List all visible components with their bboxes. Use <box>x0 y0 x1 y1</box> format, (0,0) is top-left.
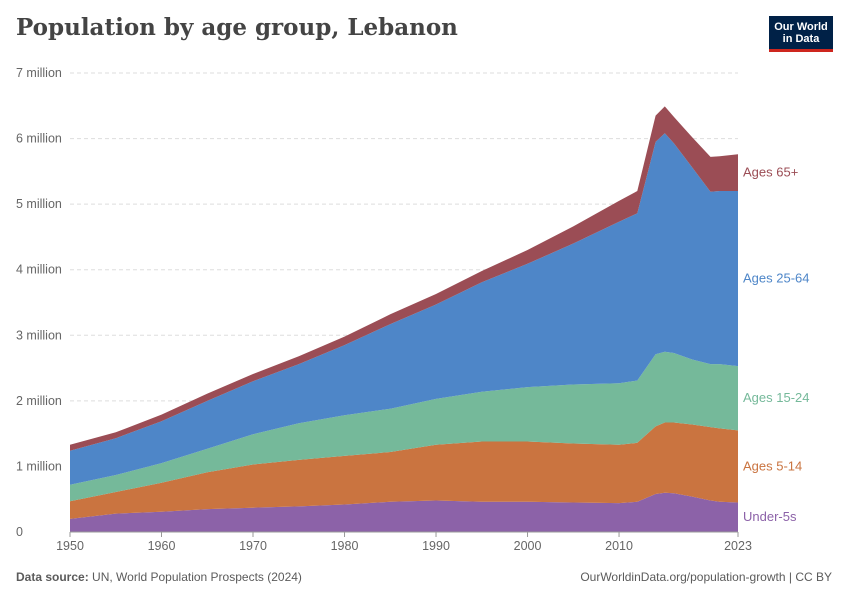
y-tick-label: 4 million <box>16 263 62 277</box>
series-label: Ages 25-64 <box>743 271 810 286</box>
area-under-5s <box>70 492 738 532</box>
x-tick-label: 1960 <box>148 539 176 553</box>
logo-line-1: Our World <box>774 21 828 33</box>
x-tick-label: 2023 <box>724 539 752 553</box>
x-tick-label: 1980 <box>331 539 359 553</box>
x-tick-label: 1950 <box>56 539 84 553</box>
x-tick-label: 1970 <box>239 539 267 553</box>
series-label: Ages 65+ <box>743 165 798 180</box>
y-tick-label: 1 million <box>16 459 62 473</box>
data-source-text: UN, World Population Prospects (2024) <box>92 570 302 584</box>
x-tick-label: 2000 <box>514 539 542 553</box>
y-tick-label: 5 million <box>16 197 62 211</box>
y-tick-label: 6 million <box>16 132 62 146</box>
y-tick-label: 3 million <box>16 328 62 342</box>
x-tick-label: 2010 <box>605 539 633 553</box>
logo-line-2: in Data <box>782 33 820 45</box>
stacked-area-chart: 0 1 million 2 million 3 million 4 million 5 m… <box>16 66 810 553</box>
attribution-link[interactable]: OurWorldinData.org/population-growth | C… <box>580 570 832 584</box>
chart-title: Population by age group, Lebanon <box>16 14 458 41</box>
data-source-label: Data source: <box>16 570 89 584</box>
area-layer <box>70 106 738 532</box>
y-tick-label: 0 <box>16 525 23 539</box>
owid-logo[interactable]: Our World in Data <box>769 16 833 52</box>
series-label: Under-5s <box>743 509 797 524</box>
x-tick-label: 1990 <box>422 539 450 553</box>
series-label: Ages 15-24 <box>743 390 810 405</box>
data-source: Data source: UN, World Population Prospe… <box>16 570 302 584</box>
area-ages-25-64 <box>70 133 738 485</box>
y-tick-label: 7 million <box>16 66 62 80</box>
y-tick-label: 2 million <box>16 394 62 408</box>
axis-layer: 0 1 million 2 million 3 million 4 million 5 m… <box>16 66 752 553</box>
area-ages-5-14 <box>70 422 738 519</box>
series-label: Ages 5-14 <box>743 458 802 473</box>
area-ages-15-24 <box>70 351 738 502</box>
series-label-layer: Under-5s Ages 5-14 Ages 15-24 Ages 25-64 Age… <box>743 165 810 525</box>
